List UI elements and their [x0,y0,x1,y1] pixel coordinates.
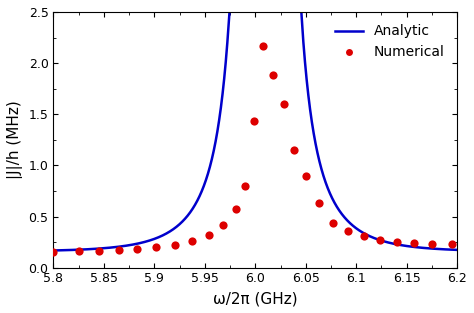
Point [377,237,384,242]
Point [232,207,240,212]
Point [270,73,277,78]
Point [188,239,195,244]
Point [153,245,160,250]
Point [315,201,323,206]
Point [95,248,102,253]
Y-axis label: |J|/h (MHz): |J|/h (MHz) [7,100,23,179]
Point [250,119,258,124]
Point [410,240,418,245]
Point [448,241,456,246]
Point [75,249,82,254]
Legend: Analytic, Numerical: Analytic, Numerical [329,19,450,65]
Point [329,220,337,225]
Point [133,246,141,251]
Point [280,101,287,106]
Point [428,241,436,246]
Point [344,229,352,234]
Point [302,173,310,178]
Point [260,43,267,48]
X-axis label: ω/2π (GHz): ω/2π (GHz) [213,291,298,306]
Point [241,183,249,188]
Point [393,239,401,244]
Point [361,233,368,239]
Point [290,147,297,152]
Point [171,242,178,247]
Point [205,233,213,238]
Point [115,247,123,252]
Point [50,249,57,254]
Point [219,222,227,227]
